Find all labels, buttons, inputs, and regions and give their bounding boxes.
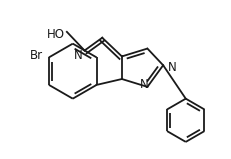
Text: Br: Br	[30, 49, 43, 62]
Text: N: N	[74, 48, 83, 62]
Text: N: N	[140, 78, 149, 91]
Text: HO: HO	[47, 28, 65, 41]
Text: N: N	[168, 61, 177, 74]
